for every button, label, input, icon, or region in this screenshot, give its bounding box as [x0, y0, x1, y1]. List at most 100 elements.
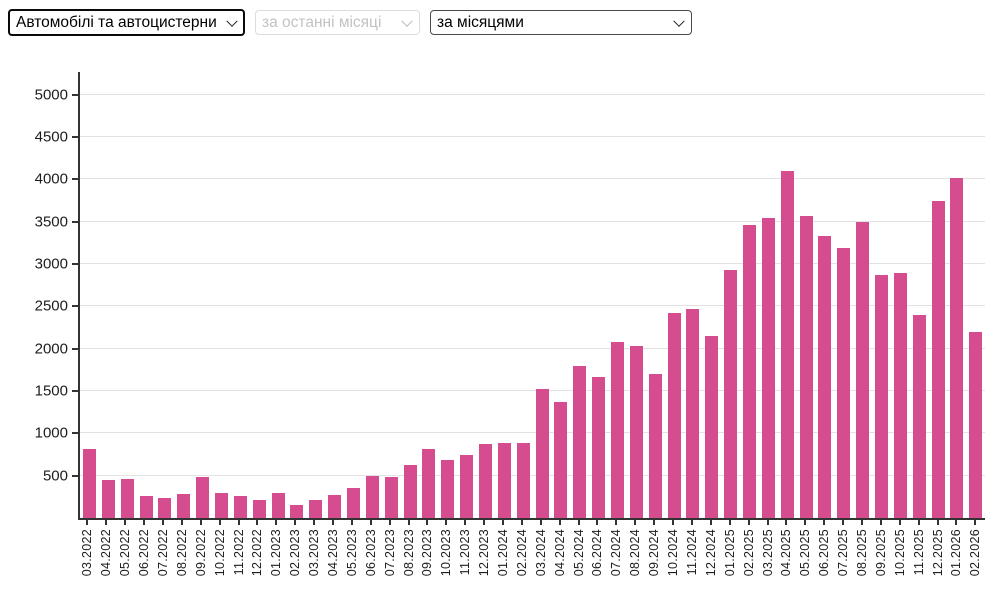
x-axis-label: 06.2022 [137, 529, 152, 577]
x-label-slot: 03.2023 [305, 520, 324, 576]
x-axis-tick [124, 520, 127, 525]
bar-slot [495, 72, 514, 518]
x-axis-label: 03.2025 [760, 529, 775, 577]
bar-10.2023 [441, 460, 455, 518]
x-axis-tick [785, 520, 788, 525]
y-axis-label: 3500 [34, 213, 68, 231]
x-label-slot: 08.2022 [172, 520, 191, 576]
bar-slot [627, 72, 646, 518]
x-label-slot: 09.2024 [645, 520, 664, 576]
x-axis-label: 12.2023 [477, 529, 492, 577]
x-axis-label: 09.2024 [647, 529, 662, 577]
bar-slot [99, 72, 118, 518]
x-axis-tick [879, 520, 882, 525]
x-axis-label: 05.2025 [798, 529, 813, 577]
x-axis-label: 06.2024 [590, 529, 605, 577]
x-label-slot: 06.2023 [361, 520, 380, 576]
x-axis-tick [407, 520, 410, 525]
bar-slot [401, 72, 420, 518]
bar-slot [853, 72, 872, 518]
x-axis-label: 01.2023 [269, 529, 284, 577]
y-axis-label: 1000 [34, 424, 68, 442]
x-axis-label: 08.2025 [854, 529, 869, 577]
x-label-slot: 04.2024 [550, 520, 569, 576]
x-axis-tick [672, 520, 675, 525]
x-axis-label: 03.2024 [533, 529, 548, 577]
gridline [80, 178, 985, 180]
x-axis-tick [747, 520, 750, 525]
x-axis-label: 07.2025 [836, 529, 851, 577]
recent-months-select[interactable]: за останні місяці [255, 10, 420, 35]
bar-slot [966, 72, 985, 518]
x-axis-label: 04.2024 [552, 529, 567, 577]
bar-slot [684, 72, 703, 518]
x-axis-label: 12.2022 [250, 529, 265, 577]
x-axis-tick [426, 520, 429, 525]
x-axis-label: 05.2023 [344, 529, 359, 577]
x-axis-label: 09.2022 [193, 529, 208, 577]
bar-slot [231, 72, 250, 518]
bar-12.2024 [705, 336, 719, 518]
x-axis-label: 04.2023 [326, 529, 341, 577]
x-axis-label: 08.2023 [401, 529, 416, 577]
bar-slot [891, 72, 910, 518]
x-axis-label: 01.2025 [722, 529, 737, 577]
x-axis-tick [388, 520, 391, 525]
bar-slot [948, 72, 967, 518]
bar-01.2025 [724, 270, 738, 518]
bar-slot [457, 72, 476, 518]
y-axis-tick [72, 474, 79, 477]
x-axis-tick [502, 520, 505, 525]
bar-slot [193, 72, 212, 518]
x-axis-tick [709, 520, 712, 525]
bar-slot [287, 72, 306, 518]
bar-slot [269, 72, 288, 518]
x-axis-tick [275, 520, 278, 525]
x-axis-label: 02.2023 [288, 529, 303, 577]
y-axis-tick [72, 93, 79, 96]
bar-slot [589, 72, 608, 518]
bar-05.2025 [799, 216, 813, 518]
bar-slot [344, 72, 363, 518]
x-axis-tick [615, 520, 618, 525]
plot-area: 500 1000 1500 2000 2500 3000 3500 4000 4500 5000 [35, 72, 985, 520]
x-axis-label: 11.2023 [458, 529, 473, 576]
x-axis-label: 04.2022 [99, 529, 114, 577]
x-axis-tick [256, 520, 259, 525]
x-axis-label: 04.2025 [779, 529, 794, 577]
x-label-slot: 01.2024 [494, 520, 513, 576]
bar-10.2022 [214, 493, 228, 518]
x-label-slot: 10.2022 [210, 520, 229, 576]
bar-06.2025 [818, 236, 832, 518]
category-select[interactable]: Автомобілі та автоцистерни [8, 9, 245, 36]
x-axis-label: 01.2026 [949, 529, 964, 577]
bar-07.2025 [837, 248, 851, 518]
x-label-slot: 06.2024 [588, 520, 607, 576]
x-axis-tick [332, 520, 335, 525]
x-label-slot: 05.2022 [116, 520, 135, 576]
x-label-slot: 11.2022 [229, 520, 248, 576]
bar-05.2022 [120, 478, 134, 518]
y-axis-tick [72, 263, 79, 266]
x-label-slot: 05.2023 [342, 520, 361, 576]
x-axis-tick [86, 520, 89, 525]
x-axis-tick [180, 520, 183, 525]
bar-06.2023 [365, 475, 379, 518]
x-axis-label: 06.2023 [363, 529, 378, 577]
bar-slot [363, 72, 382, 518]
x-axis-tick [860, 520, 863, 525]
x-axis-tick [369, 520, 372, 525]
bar-01.2023 [271, 493, 285, 518]
bar-slot [570, 72, 589, 518]
x-label-slot: 01.2025 [720, 520, 739, 576]
x-label-slot: 02.2026 [966, 520, 985, 576]
bar-slot [174, 72, 193, 518]
grouping-select[interactable]: за місяцями [430, 10, 692, 35]
x-axis-tick [539, 520, 542, 525]
x-axis-tick [728, 520, 731, 525]
x-label-slot: 12.2024 [701, 520, 720, 576]
x-axis-label: 07.2022 [156, 529, 170, 577]
x-label-slot: 10.2025 [890, 520, 909, 576]
bar-07.2024 [610, 342, 624, 518]
x-label-slot: 02.2024 [512, 520, 531, 576]
